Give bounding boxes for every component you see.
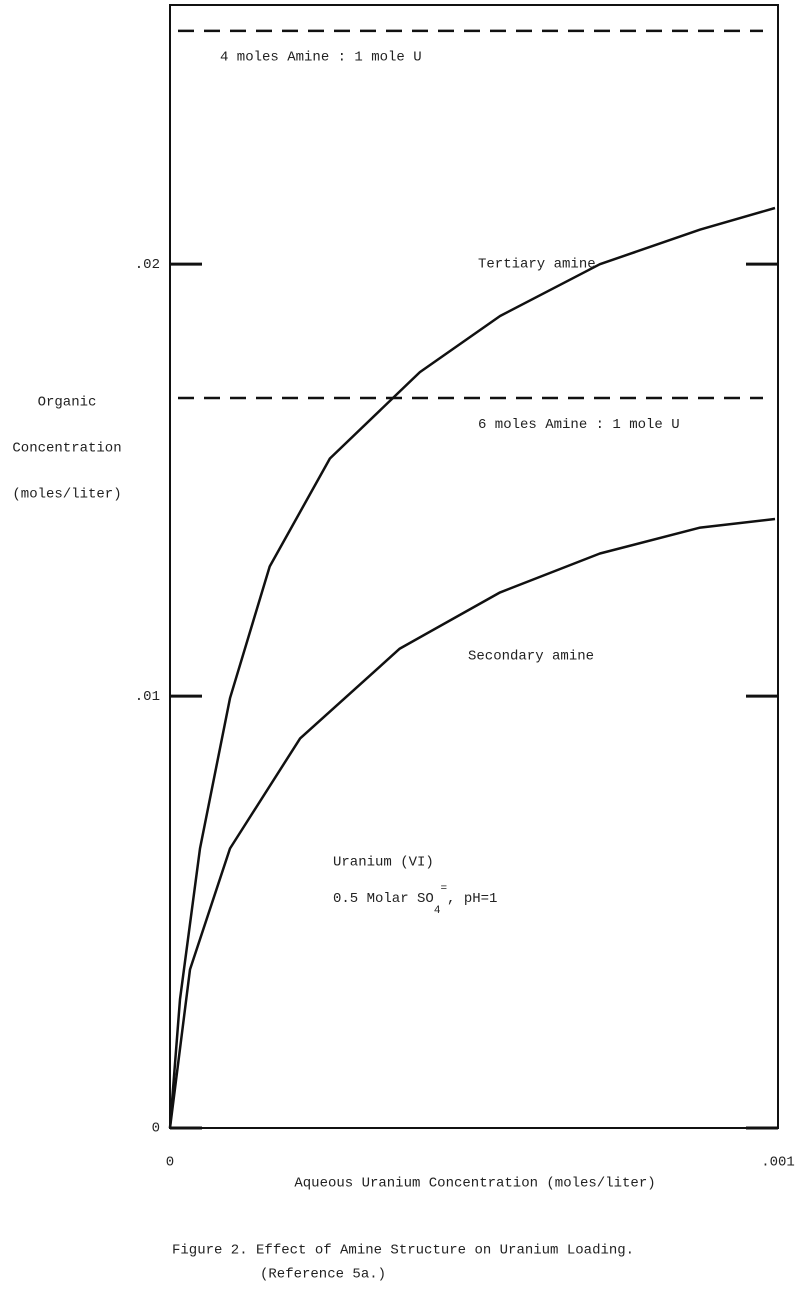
y-axis-label: (moles/liter) — [12, 487, 121, 503]
caption: Figure 2. Effect of Amine Structure on U… — [172, 1243, 634, 1259]
plot-frame — [169, 4, 779, 1129]
x-tick-label: .001 — [761, 1155, 795, 1171]
series-line — [168, 517, 776, 1129]
x-axis-label: Aqueous Uranium Concentration (moles/lit… — [294, 1176, 655, 1192]
series-label: Secondary amine — [468, 649, 594, 665]
series-label: Tertiary amine — [478, 257, 596, 273]
annotation: Uranium (VI) — [333, 855, 434, 871]
y-axis-label: Concentration — [12, 441, 121, 457]
x-tick-label: 0 — [166, 1155, 174, 1171]
annotation: 0.5 Molar SO4=, pH=1 — [333, 883, 497, 917]
y-axis-label: Organic — [38, 395, 97, 411]
y-tick-label: .02 — [135, 257, 160, 273]
reference-label: 6 moles Amine : 1 mole U — [478, 417, 680, 433]
y-tick-label: 0 — [152, 1121, 160, 1137]
series-line — [168, 206, 776, 1129]
reference-label: 4 moles Amine : 1 mole U — [220, 50, 422, 66]
caption: (Reference 5a.) — [260, 1267, 386, 1283]
y-tick-label: .01 — [135, 689, 160, 705]
